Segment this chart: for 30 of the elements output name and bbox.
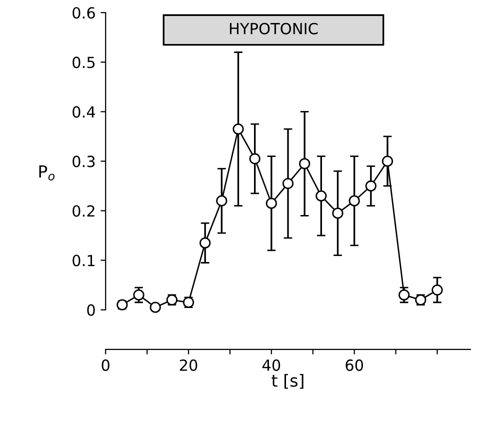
point (348, 195, 360, 206)
point (316, 190, 327, 202)
y-tick-label: 0 (87, 304, 95, 316)
band-label: HYPOTONIC (230, 22, 318, 34)
y-tick-label: 0.1 (72, 254, 94, 266)
x-tick-label: 40 (262, 359, 280, 371)
point (398, 289, 410, 301)
point (249, 153, 260, 164)
x-axis-title: t [s] (272, 374, 304, 389)
point (299, 158, 310, 170)
point (365, 180, 376, 192)
y-tick-label: 0.4 (72, 106, 96, 118)
point (332, 208, 344, 219)
y-tick-label: 0.3 (72, 156, 95, 168)
point (216, 195, 228, 206)
x-tick-label: 0 (102, 359, 110, 371)
point (200, 237, 211, 248)
point (232, 123, 244, 135)
point (282, 178, 294, 190)
point (432, 284, 443, 296)
y-tick-label: 0.5 (72, 56, 95, 68)
y-axis-title: P$_{o}$ (39, 165, 54, 180)
point (266, 198, 277, 209)
y-tick-label: 0.2 (72, 205, 94, 217)
x-tick-label: 60 (346, 359, 364, 371)
point (133, 289, 144, 301)
y-tick-label: 0.6 (72, 7, 95, 19)
point (382, 156, 394, 167)
point (150, 302, 161, 313)
x-tick-label: 20 (180, 359, 198, 371)
